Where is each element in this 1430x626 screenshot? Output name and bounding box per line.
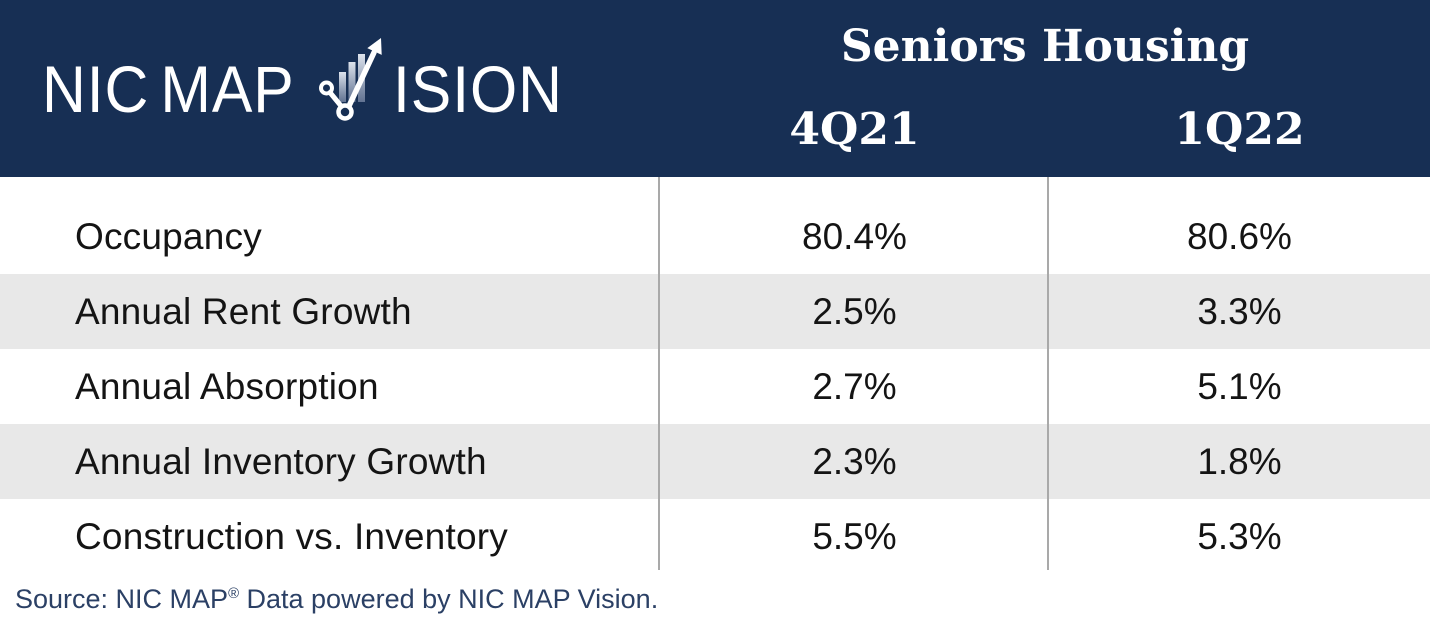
- header-right-section: Seniors Housing 4Q21 1Q22: [660, 0, 1430, 177]
- nic-map-vision-logo: NIC MAP ISION: [42, 0, 577, 177]
- row-value-1q22: 80.6%: [1187, 215, 1292, 257]
- row-value-4q21: 2.5%: [812, 290, 897, 332]
- row-value-4q21: 80.4%: [802, 215, 907, 257]
- logo-text-nic: NIC: [42, 51, 150, 126]
- logo-wordmark: NIC MAP: [42, 56, 295, 122]
- logo-text-map: MAP: [160, 51, 295, 126]
- source-note-prefix: Source: NIC MAP: [15, 584, 229, 614]
- row-value-1q22: 5.3%: [1197, 515, 1282, 557]
- growth-arrow-bar-chart-icon: [318, 37, 382, 121]
- row-label: Annual Rent Growth: [75, 290, 412, 332]
- table-row-occupancy: Occupancy 80.4% 80.6%: [0, 199, 1430, 274]
- row-value-1q22: 5.1%: [1197, 365, 1282, 407]
- table-row-annual-absorption: Annual Absorption 2.7% 5.1%: [0, 349, 1430, 424]
- row-value-1q22: 1.8%: [1197, 440, 1282, 482]
- source-note-suffix: Data powered by NIC MAP Vision.: [239, 584, 659, 614]
- page-title: Seniors Housing: [840, 21, 1250, 72]
- row-label: Annual Absorption: [75, 365, 379, 407]
- header-banner: NIC MAP ISION Seniors Housing 4Q21: [0, 0, 1430, 177]
- source-note: Source: NIC MAP® Data powered by NIC MAP…: [0, 574, 1430, 616]
- column-header-4q21: 4Q21: [789, 104, 920, 155]
- row-value-4q21: 2.3%: [812, 440, 897, 482]
- registered-trademark-symbol: ®: [228, 586, 239, 602]
- table-row-annual-rent-growth: Annual Rent Growth 2.5% 3.3%: [0, 274, 1430, 349]
- row-label: Construction vs. Inventory: [75, 515, 508, 557]
- row-value-1q22: 3.3%: [1197, 290, 1282, 332]
- logo-text-ision: ISION: [392, 51, 563, 126]
- row-value-4q21: 5.5%: [812, 515, 897, 557]
- table-top-spacer: [0, 177, 1430, 199]
- column-divider-left: [658, 177, 660, 570]
- metrics-table: Occupancy 80.4% 80.6% Annual Rent Growth…: [0, 177, 1430, 574]
- row-value-4q21: 2.7%: [812, 365, 897, 407]
- column-header-1q22: 1Q22: [1174, 104, 1305, 155]
- column-divider-right: [1047, 177, 1049, 570]
- table-row-annual-inventory-growth: Annual Inventory Growth 2.3% 1.8%: [0, 424, 1430, 499]
- row-label: Occupancy: [75, 215, 262, 257]
- period-header-row: 4Q21 1Q22: [660, 108, 1430, 152]
- row-label: Annual Inventory Growth: [75, 440, 487, 482]
- table-row-construction-vs-inventory: Construction vs. Inventory 5.5% 5.3%: [0, 499, 1430, 574]
